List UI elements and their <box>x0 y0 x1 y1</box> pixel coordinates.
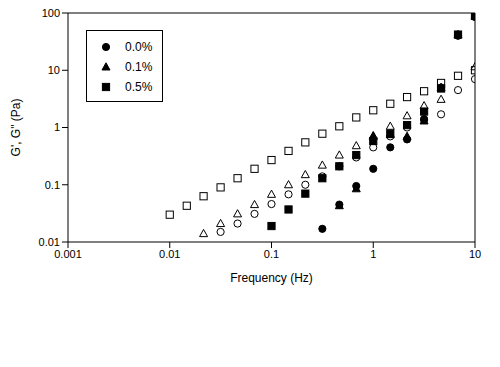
html-text:0.5%: 0.5% <box>125 80 153 94</box>
svg-text:Frequency (Hz): Frequency (Hz) <box>230 271 313 285</box>
svg-text:10: 10 <box>469 248 481 260</box>
svg-text:0.1: 0.1 <box>45 179 60 191</box>
svg-text:0.1: 0.1 <box>264 248 279 260</box>
svg-text:0.001: 0.001 <box>54 248 82 260</box>
svg-text:1: 1 <box>370 248 376 260</box>
svg-text:0.01: 0.01 <box>159 248 180 260</box>
svg-text:10: 10 <box>48 64 60 76</box>
html-text:0.1%: 0.1% <box>125 60 153 74</box>
svg-text:G', G" (Pa): G', G" (Pa) <box>9 99 23 157</box>
svg-text:1: 1 <box>54 121 60 133</box>
html-text:0.0%: 0.0% <box>125 40 153 54</box>
svg-text:0.01: 0.01 <box>39 236 60 248</box>
svg-text:100: 100 <box>42 8 60 19</box>
